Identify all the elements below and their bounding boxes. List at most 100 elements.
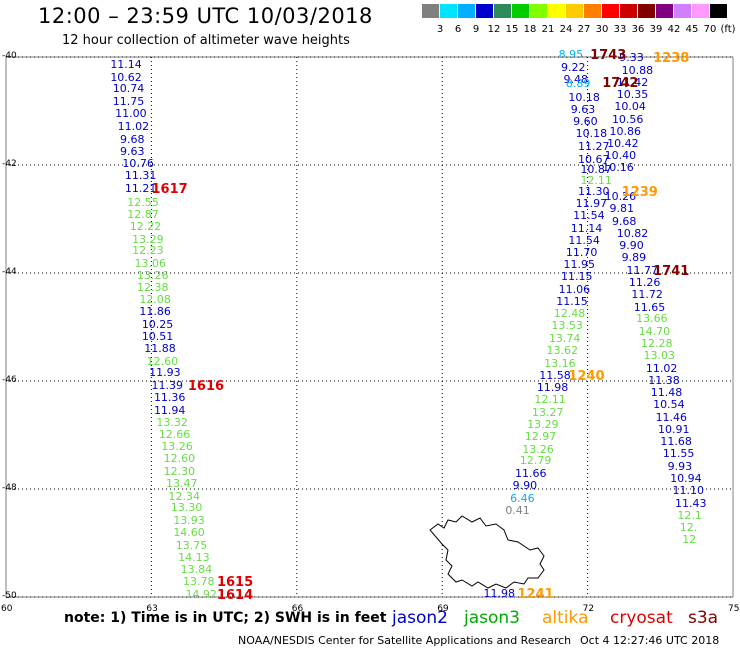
wave-height-value: 12.23 <box>132 244 164 258</box>
wave-height-value: 10.62 <box>110 70 142 84</box>
wave-height-value: 11.30 <box>578 185 610 198</box>
wave-height-value: 12.28 <box>641 337 673 351</box>
wave-height-value: 13.93 <box>173 513 205 527</box>
wave-height-value: 13.78 <box>183 575 215 589</box>
scale-swatch <box>458 4 475 18</box>
wave-height-value: 11.15 <box>556 295 588 309</box>
scale-swatch <box>638 4 655 18</box>
scale-label: 30 <box>595 24 609 35</box>
wave-height-value: 10.91 <box>657 423 690 437</box>
wave-height-value: 12.66 <box>158 428 191 441</box>
scale-label: 6 <box>454 24 462 35</box>
wave-height-value: 9.60 <box>573 114 598 128</box>
wave-height-value: 10.18 <box>575 127 608 141</box>
wave-height-value: 11.21 <box>124 182 157 196</box>
wave-height-value: 13.62 <box>546 344 579 358</box>
wave-height-value: 10.51 <box>141 329 174 343</box>
wave-height-value: 12.55 <box>127 195 159 209</box>
wave-height-value: 13.29 <box>132 232 164 246</box>
wave-height-value: 9.90 <box>512 479 538 493</box>
scale-label: 27 <box>577 24 591 35</box>
scale-swatch <box>422 4 439 18</box>
scale-label: 21 <box>541 24 555 35</box>
scale-swatch <box>602 4 619 18</box>
map-border <box>5 56 734 598</box>
pass-number-label: 1614 <box>216 587 254 603</box>
wave-height-value: 9.48 <box>563 72 588 86</box>
wave-height-value: 11.94 <box>153 403 186 417</box>
wave-height-value: 10.25 <box>141 317 174 331</box>
scale-label: 33 <box>613 24 627 35</box>
wave-height-value: 10.94 <box>670 471 702 485</box>
wave-height-value: 11.72 <box>631 288 663 302</box>
wave-height-value: 12. <box>679 520 698 534</box>
wave-height-value: 9.68 <box>611 214 637 228</box>
wave-height-value: 13.84 <box>180 563 213 576</box>
wave-height-value: 10.67 <box>578 152 610 166</box>
wave-height-value: 9.63 <box>120 145 145 159</box>
wave-height-value: 13.03 <box>643 349 675 363</box>
scale-label: (ft) <box>720 24 736 35</box>
wave-height-value: 11.38 <box>648 374 680 387</box>
wave-height-value: 11.70 <box>565 246 598 260</box>
wave-height-value: 11.98 <box>536 381 569 395</box>
scale-label: 9 <box>472 24 480 35</box>
wave-height-value: 6.46 <box>510 491 535 505</box>
scale-swatch <box>566 4 583 18</box>
scale-label: 3 <box>436 24 444 35</box>
wave-height-value: 13.16 <box>544 356 576 370</box>
mission-legend-item: cryosat <box>610 608 673 628</box>
wave-height-value: 11.02 <box>117 120 150 134</box>
wave-height-value: 12.60 <box>146 354 179 368</box>
wave-height-value: 12.34 <box>168 489 200 503</box>
scale-label: 42 <box>667 24 681 35</box>
wave-height-value: 9.89 <box>621 251 647 265</box>
wave-height-value: 10.04 <box>614 100 646 114</box>
pass-number-label: 1241 <box>517 587 554 603</box>
lon-tick-label: 75 <box>728 604 740 614</box>
pass-number-label: 1743 <box>590 48 627 64</box>
wave-height-value: 10.18 <box>568 90 600 104</box>
wave-height-value: 9.68 <box>120 132 145 146</box>
wave-height-value: 13.06 <box>134 256 167 270</box>
scale-swatch <box>530 4 547 18</box>
wave-height-value: 10.88 <box>621 63 654 77</box>
mission-legend-item: s3a <box>688 608 719 628</box>
pass-number-label: 1239 <box>621 185 658 200</box>
wave-height-value: 10.26 <box>604 190 637 204</box>
wave-height-value: 9.81 <box>609 202 635 216</box>
wave-height-value: 10.56 <box>611 112 644 126</box>
pass-number-label: 1742 <box>602 75 639 91</box>
wave-height-value: 12.38 <box>136 281 169 295</box>
lon-tick-label: 60 <box>1 604 13 614</box>
wave-height-value: 11.06 <box>558 282 591 296</box>
scale-swatch <box>710 4 727 18</box>
wave-height-value: 13.26 <box>136 269 169 283</box>
wave-height-value: 11.54 <box>568 233 600 247</box>
note-text: note: 1) Time is in UTC; 2) SWH is in fe… <box>64 610 387 626</box>
mission-legend-item: jason2 <box>392 608 448 628</box>
wave-height-value: 13.47 <box>166 477 198 491</box>
scale-swatch <box>656 4 673 18</box>
scale-swatch <box>620 4 637 18</box>
wave-height-value: 10.74 <box>112 82 145 96</box>
wave-height-value: 13.74 <box>548 331 581 345</box>
wave-height-value: 8.95 <box>558 48 584 62</box>
timestamp-text: Oct 4 12:27:46 UTC 2018 <box>580 634 720 647</box>
lat-tick-label: -44 <box>2 267 17 277</box>
wave-height-value: 11.00 <box>115 107 147 121</box>
lat-tick-label: -50 <box>2 591 17 601</box>
wave-height-value: 11.48 <box>650 386 683 400</box>
lat-tick-label: -46 <box>2 375 17 385</box>
wave-height-value: 11.31 <box>124 168 157 182</box>
wave-height-value: 13.75 <box>175 538 208 552</box>
wave-height-value: 10.42 <box>607 136 639 150</box>
mission-legend-item: jason3 <box>464 608 520 628</box>
pass-number-label: 1238 <box>653 51 690 67</box>
wave-height-value: 12.79 <box>519 454 552 468</box>
wave-height-value: 12.87 <box>127 207 159 221</box>
lon-tick-label: 69 <box>437 604 449 614</box>
wave-height-value: 11.55 <box>662 447 695 461</box>
wave-height-value: 10.86 <box>609 124 642 138</box>
